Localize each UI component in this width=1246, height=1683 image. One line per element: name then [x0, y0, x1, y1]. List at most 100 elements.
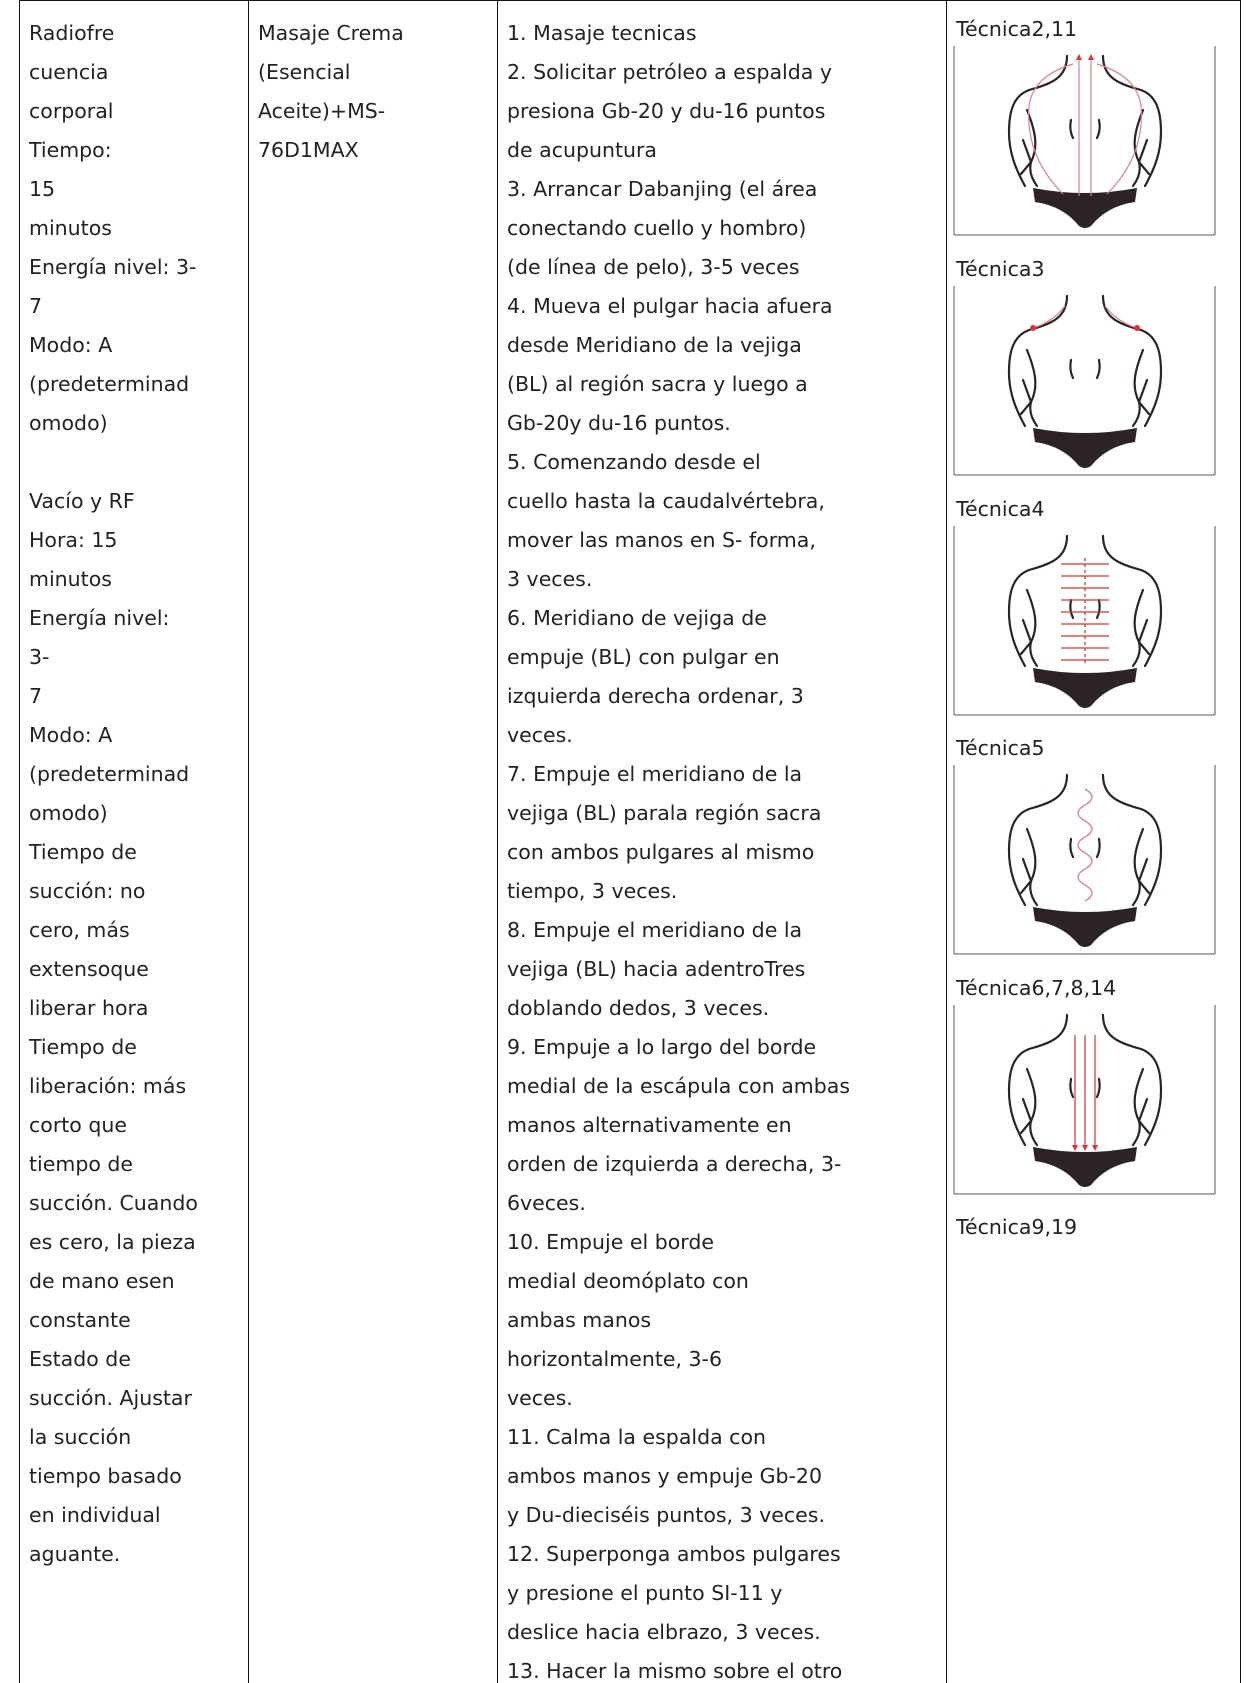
step: 10. Empuje el borde medial deomóplato con… [507, 1223, 946, 1418]
text-line: 7 [29, 294, 43, 318]
text-line: cuello hasta la caudalvértebra, [507, 489, 825, 513]
paragraph: Vacío y RF Hora: 15 minutos Energía nivel: 3… [29, 482, 248, 1574]
text-line: 11. Calma la espalda con [507, 1425, 766, 1449]
step: 2. Solicitar petróleo a espalda y presion… [507, 53, 946, 170]
text-line: Tiempo de [29, 840, 137, 864]
text-line: succión. Ajustar [29, 1386, 192, 1410]
text-line: Aceite)+MS- [258, 99, 386, 123]
step: 8. Empuje el meridiano de la vejiga (BL) … [507, 911, 946, 1028]
technique-label: Técnica4 [956, 497, 1045, 521]
text-line: extensoque [29, 957, 149, 981]
paragraph: Radiofre cuencia corporal Tiempo: 15 minutos E… [29, 14, 248, 443]
text-line: 13. Hacer la mismo sobre el otro [507, 1659, 843, 1683]
technique-label: Técnica2,11 [956, 17, 1078, 41]
technique-figure [953, 286, 1216, 476]
text-line: succión: no [29, 879, 146, 903]
text-line: horizontalmente, 3-6 [507, 1347, 722, 1371]
text-line: mover las manos en S- forma, [507, 528, 816, 552]
technique-label: Técnica3 [956, 257, 1045, 281]
step: 4. Mueva el pulgar hacia afuera desde Mer… [507, 287, 946, 443]
step: 12. Superponga ambos pulgares y presione … [507, 1535, 946, 1652]
text-line: 1. Masaje tecnicas [507, 21, 697, 45]
text-line: succión. Cuando [29, 1191, 198, 1215]
text-line: (de línea de pelo), 3-5 veces [507, 255, 800, 279]
text-line: izquierda derecha ordenar, 3 [507, 684, 804, 708]
text-line: 6veces. [507, 1191, 586, 1215]
text-line: 9. Empuje a lo largo del borde [507, 1035, 817, 1059]
text-line: 2. Solicitar petróleo a espalda y [507, 60, 832, 84]
text-line: Tiempo de [29, 1035, 137, 1059]
step: 1. Masaje tecnicas [507, 14, 946, 53]
text-line: medial de la escápula con ambas [507, 1074, 850, 1098]
technique-label: Técnica6,7,8,14 [956, 976, 1117, 1000]
text-line: la succión [29, 1425, 132, 1449]
text-line: 7 [29, 684, 43, 708]
text-line: Gb-20y du-16 puntos. [507, 411, 731, 435]
text-line: empuje (BL) con pulgar en [507, 645, 780, 669]
text-line: Modo: A [29, 333, 113, 357]
text-line: ambas manos [507, 1308, 652, 1332]
text-line: 3- [29, 645, 50, 669]
step: 9. Empuje a lo largo del borde medial de … [507, 1028, 946, 1223]
text-line: corto que [29, 1113, 127, 1137]
text-line: liberación: más [29, 1074, 187, 1098]
text-line: de mano esen [29, 1269, 175, 1293]
text-line: tiempo de [29, 1152, 134, 1176]
text-line: Radiofre [29, 21, 115, 45]
text-line: presiona Gb-20 y du-16 puntos [507, 99, 826, 123]
text-line: con ambos pulgares al mismo [507, 840, 815, 864]
text-line: conectando cuello y hombro) [507, 216, 807, 240]
text-line: vejiga (BL) parala región sacra [507, 801, 822, 825]
step: 13. Hacer la mismo sobre el otro [507, 1652, 946, 1683]
text-line: minutos [29, 216, 112, 240]
text-line: (BL) al región sacra y luego a [507, 372, 808, 396]
text-line: 12. Superponga ambos pulgares [507, 1542, 841, 1566]
technique-figure [953, 526, 1216, 716]
text-line: Energía nivel: [29, 606, 170, 630]
text-line: 3 veces. [507, 567, 593, 591]
technique-figure [953, 46, 1216, 236]
text-line: (predeterminad [29, 762, 190, 786]
text-line: tiempo basado [29, 1464, 182, 1488]
column-2: Masaje Crema (Esencial Aceite)+MS- 76D1MAX [248, 0, 497, 1683]
technique-figure [953, 765, 1216, 955]
text-line: ambos manos y empuje Gb-20 [507, 1464, 822, 1488]
technique-figure [953, 1005, 1216, 1195]
text-line: es cero, la pieza [29, 1230, 196, 1254]
step: 6. Meridiano de vejiga de empuje (BL) con… [507, 599, 946, 755]
text-line: manos alternativamente en [507, 1113, 792, 1137]
text-line: omodo) [29, 411, 108, 435]
column-3: 1. Masaje tecnicas 2. Solicitar petróleo … [497, 0, 946, 1683]
table-top-border [19, 0, 1241, 1]
text-line: y Du-dieciséis puntos, 3 veces. [507, 1503, 825, 1527]
text-line: constante [29, 1308, 131, 1332]
text-line: 8. Empuje el meridiano de la [507, 918, 803, 942]
text-line: desde Meridiano de la vejiga [507, 333, 802, 357]
step: 3. Arrancar Dabanjing (el área conectando… [507, 170, 946, 287]
text-line: Energía nivel: 3- [29, 255, 197, 279]
text-line: 4. Mueva el pulgar hacia afuera [507, 294, 833, 318]
text-line: y presione el punto SI-11 y [507, 1581, 783, 1605]
text-line: minutos [29, 567, 112, 591]
text-line: cuencia [29, 60, 109, 84]
text-line: 10. Empuje el borde [507, 1230, 714, 1254]
text-line: orden de izquierda a derecha, 3- [507, 1152, 842, 1176]
text-line: Tiempo: [29, 138, 112, 162]
text-line: cero, más [29, 918, 130, 942]
column-4: Técnica2,11 Técnica3 Técnica4 Técnica5 T… [946, 0, 1241, 1683]
text-line: Vacío y RF [29, 489, 135, 513]
text-line: (Esencial [258, 60, 351, 84]
text-line: (predeterminad [29, 372, 190, 396]
column-1: Radiofre cuencia corporal Tiempo: 15 minutos E… [19, 0, 248, 1683]
text-line: Masaje Crema [258, 21, 404, 45]
text-line: Estado de [29, 1347, 131, 1371]
text-line: corporal [29, 99, 114, 123]
text-line: doblando dedos, 3 veces. [507, 996, 770, 1020]
text-line: de acupuntura [507, 138, 657, 162]
text-line: medial deomóplato con [507, 1269, 749, 1293]
text-line: Hora: 15 [29, 528, 118, 552]
text-line: liberar hora [29, 996, 149, 1020]
text-line: en individual [29, 1503, 161, 1527]
